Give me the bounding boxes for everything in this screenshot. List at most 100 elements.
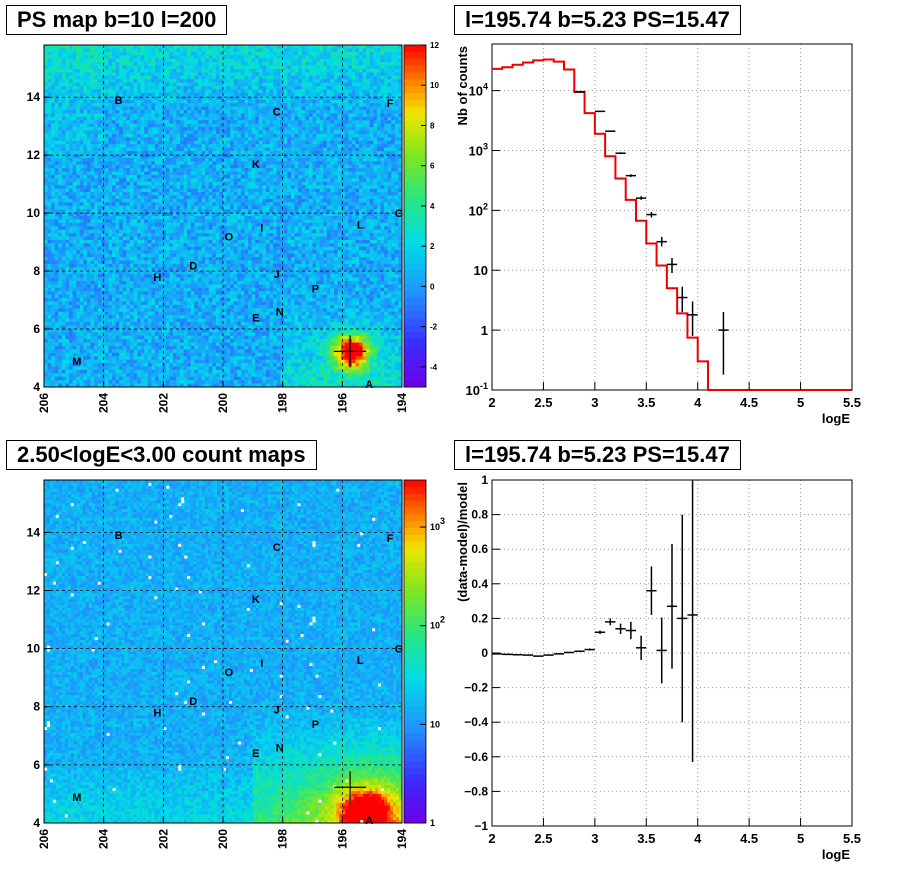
map-cell — [130, 250, 134, 254]
map-cell — [65, 202, 69, 206]
map-cell — [169, 93, 173, 97]
map-cell — [87, 141, 91, 145]
map-cell — [151, 110, 155, 114]
map-cell — [173, 165, 177, 169]
map-cell — [194, 315, 198, 319]
map-cell — [134, 137, 138, 141]
map-cell — [169, 175, 173, 179]
map-cell — [55, 113, 59, 117]
map-cell — [55, 89, 59, 93]
map-cell — [62, 148, 66, 152]
map-cell — [119, 240, 123, 244]
map-cell — [76, 76, 80, 80]
map-cell — [202, 284, 206, 288]
map-cell — [216, 343, 220, 347]
map-cell — [173, 141, 177, 145]
map-cell — [184, 346, 188, 350]
map-cell — [191, 192, 195, 196]
map-cell — [144, 69, 148, 73]
map-cell — [108, 199, 112, 203]
map-cell — [141, 83, 145, 87]
map-cell — [137, 247, 141, 251]
map-cell — [94, 274, 98, 278]
map-cell — [155, 377, 159, 381]
map-cell — [137, 59, 141, 63]
map-cell — [187, 182, 191, 186]
map-cell — [65, 366, 69, 370]
map-cell — [87, 281, 91, 285]
map-cell — [62, 124, 66, 128]
map-cell — [130, 373, 134, 377]
map-cell — [83, 79, 87, 83]
map-cell — [159, 291, 163, 295]
map-cell — [159, 103, 163, 107]
map-cell — [65, 168, 69, 172]
map-cell — [126, 103, 130, 107]
map-cell — [205, 343, 209, 347]
map-cell — [148, 257, 152, 261]
map-cell — [180, 260, 184, 264]
map-cell — [108, 120, 112, 124]
map-cell — [198, 72, 202, 76]
map-cell — [51, 62, 55, 66]
map-cell — [116, 315, 120, 319]
map-cell — [83, 209, 87, 213]
map-cell — [212, 83, 216, 87]
map-cell — [191, 353, 195, 357]
map-cell — [159, 76, 163, 80]
map-cell — [194, 216, 198, 220]
map-cell — [58, 243, 62, 247]
map-cell — [198, 343, 202, 347]
map-cell — [119, 66, 123, 70]
map-cell — [130, 278, 134, 282]
map-cell — [69, 76, 73, 80]
map-cell — [194, 72, 198, 76]
map-cell — [202, 209, 206, 213]
map-cell — [166, 288, 170, 292]
map-cell — [137, 134, 141, 138]
map-cell — [73, 144, 77, 148]
map-cell — [159, 260, 163, 264]
map-cell — [87, 370, 91, 374]
map-cell — [191, 175, 195, 179]
map-cell — [212, 343, 216, 347]
map-cell — [105, 89, 109, 93]
map-cell — [105, 165, 109, 169]
map-cell — [116, 380, 120, 384]
map-cell — [187, 274, 191, 278]
map-cell — [180, 226, 184, 230]
map-cell — [134, 284, 138, 288]
map-cell — [91, 247, 95, 251]
map-cell — [209, 151, 213, 155]
map-cell — [108, 158, 112, 162]
map-cell — [94, 267, 98, 271]
map-cell — [180, 377, 184, 381]
map-cell — [126, 168, 130, 172]
map-cell — [176, 223, 180, 227]
map-cell — [184, 223, 188, 227]
map-cell — [94, 322, 98, 326]
map-cell — [94, 247, 98, 251]
map-cell — [205, 124, 209, 128]
map-cell — [130, 237, 134, 241]
map-cell — [216, 356, 220, 360]
map-cell — [187, 298, 191, 302]
map-cell — [202, 247, 206, 251]
map-cell — [91, 55, 95, 59]
map-cell — [180, 79, 184, 83]
map-cell — [91, 127, 95, 131]
map-cell — [173, 100, 177, 104]
map-cell — [123, 353, 127, 357]
map-cell — [126, 199, 130, 203]
map-cell — [205, 120, 209, 124]
map-cell — [212, 319, 216, 323]
map-cell — [194, 291, 198, 295]
map-cell — [187, 356, 191, 360]
map-cell — [112, 120, 116, 124]
map-cell — [76, 298, 80, 302]
map-cell — [194, 288, 198, 292]
map-cell — [209, 76, 213, 80]
map-cell — [44, 343, 48, 347]
map-cell — [69, 161, 73, 165]
map-cell — [187, 370, 191, 374]
